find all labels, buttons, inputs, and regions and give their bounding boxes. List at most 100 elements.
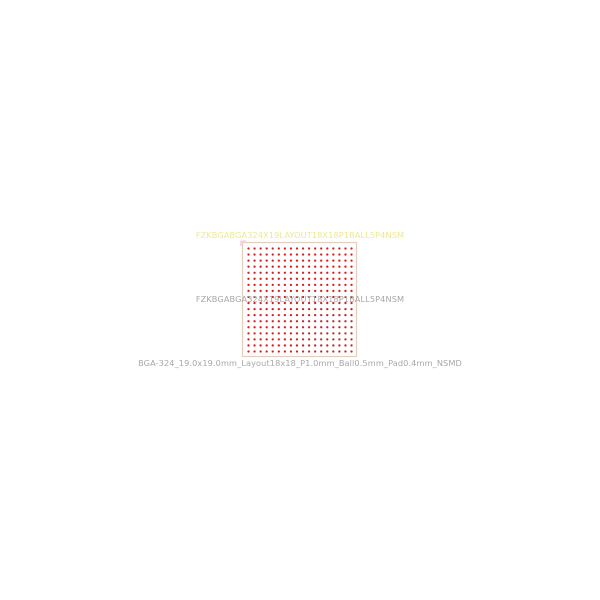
ball-pad	[307, 350, 311, 353]
ball-pad	[277, 332, 280, 335]
ball-pad	[332, 277, 335, 280]
ball-pad	[320, 350, 323, 353]
ball-pad	[265, 314, 268, 317]
ball-pad	[307, 259, 311, 262]
ball-pad	[350, 314, 353, 317]
ball-pad	[283, 307, 287, 311]
ball-pad	[271, 247, 274, 250]
ball-pad	[247, 265, 250, 268]
ball-pad	[301, 277, 305, 280]
ball-pad	[350, 247, 353, 250]
ball-pad	[320, 247, 323, 250]
ball-pad	[320, 326, 323, 329]
ball-pad	[277, 295, 280, 299]
ball-pad	[283, 259, 287, 262]
ball-pad	[307, 295, 311, 299]
ball-pad	[283, 344, 287, 347]
ball-pad	[289, 326, 293, 329]
ball-pad	[259, 301, 262, 305]
reference-designator-label: FZKBGABGA324X19LAYOUT18X18P1BALL5P4NSM	[195, 230, 405, 240]
ball-pad	[301, 307, 305, 311]
ball-pad	[295, 326, 299, 329]
ball-pad	[271, 320, 274, 323]
ball-pad	[289, 344, 293, 347]
ball-pad	[295, 314, 299, 317]
ball-pad	[265, 326, 268, 329]
ball-pad	[271, 271, 274, 274]
ball-pad	[338, 350, 341, 353]
ball-pad	[247, 301, 250, 305]
ball-pad	[259, 253, 262, 256]
ball-pad	[289, 277, 293, 280]
ball-pad	[326, 253, 329, 256]
ball-pad	[259, 289, 262, 293]
ball-pad	[271, 344, 274, 347]
ball-pad	[307, 301, 311, 305]
ball-pad	[350, 283, 353, 287]
ball-pad	[350, 344, 353, 347]
ball-pad	[265, 344, 268, 347]
ball-pad	[259, 314, 262, 317]
ball-pad	[253, 247, 256, 250]
ball-pad	[301, 265, 305, 268]
ball-pad	[253, 301, 256, 305]
ball-pad	[332, 247, 335, 250]
ball-pad	[247, 307, 250, 311]
ball-pad	[277, 326, 280, 329]
ball-pad	[247, 271, 250, 274]
ball-pad	[271, 259, 274, 262]
ball-pad	[283, 271, 287, 274]
ball-pad	[332, 283, 335, 287]
ball-pad	[320, 295, 323, 299]
ball-pad	[277, 289, 280, 293]
ball-pad	[265, 320, 268, 323]
ball-pad	[247, 344, 250, 347]
ball-pad	[326, 295, 329, 299]
ball-pad	[253, 326, 256, 329]
ball-pad	[350, 332, 353, 335]
ball-pad	[283, 247, 287, 250]
ball-pad	[344, 344, 347, 347]
ball-pad	[265, 271, 268, 274]
ball-pad	[307, 344, 311, 347]
ball-pad	[247, 314, 250, 317]
ball-pad	[332, 301, 335, 305]
ball-pad	[271, 326, 274, 329]
ball-pad	[253, 277, 256, 280]
ball-pad	[283, 320, 287, 323]
ball-pad	[338, 283, 341, 287]
ball-pad	[271, 253, 274, 256]
ball-pad	[350, 289, 353, 293]
courtyard-outline	[241, 241, 358, 358]
ball-pad	[326, 283, 329, 287]
ball-pad	[283, 326, 287, 329]
ball-pad	[271, 289, 274, 293]
ball-pad	[265, 283, 268, 287]
ball-pad	[289, 295, 293, 299]
ball-pad	[307, 271, 311, 274]
ball-pad	[344, 332, 347, 335]
ball-pad	[289, 338, 293, 341]
ball-pad	[301, 332, 305, 335]
ball-pad	[326, 259, 329, 262]
ball-pad	[283, 314, 287, 317]
ball-pad	[314, 320, 317, 323]
ball-pad	[301, 247, 305, 250]
ball-pad	[314, 253, 317, 256]
ball-pad	[326, 289, 329, 293]
ball-pad	[338, 326, 341, 329]
ball-pad	[332, 259, 335, 262]
ball-pad	[344, 253, 347, 256]
ball-pad	[332, 338, 335, 341]
ball-pad	[283, 350, 287, 353]
ball-pad	[332, 350, 335, 353]
ball-pad	[271, 295, 274, 299]
ball-pad	[307, 283, 311, 287]
ball-pad	[307, 247, 311, 250]
ball-pad	[271, 307, 274, 311]
ball-pad	[283, 289, 287, 293]
ball-pad	[350, 326, 353, 329]
ball-pad	[283, 283, 287, 287]
ball-pad	[301, 314, 305, 317]
ball-pad	[271, 283, 274, 287]
